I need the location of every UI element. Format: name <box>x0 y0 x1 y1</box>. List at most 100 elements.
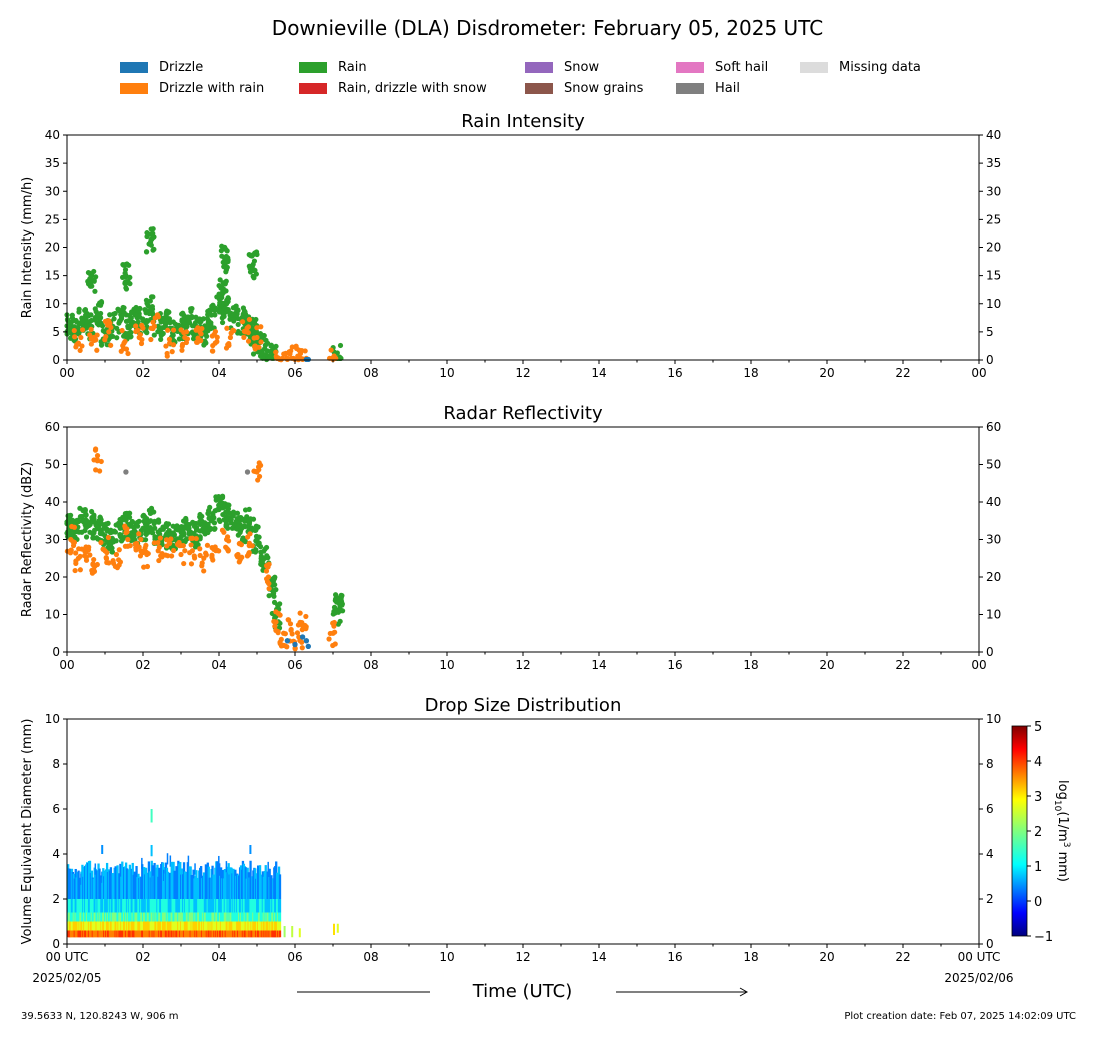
x-tick-label: 02 <box>135 950 150 964</box>
data-point <box>251 275 257 281</box>
data-point <box>145 302 151 309</box>
data-point <box>237 540 243 546</box>
data-point <box>140 525 146 531</box>
data-point <box>246 252 252 258</box>
data-point <box>188 542 194 548</box>
data-point <box>284 638 290 644</box>
data-point <box>163 533 169 539</box>
data-point <box>209 552 215 558</box>
data-point <box>271 576 277 582</box>
dsd-cell <box>278 874 282 899</box>
data-point <box>155 548 161 554</box>
data-point <box>164 537 170 543</box>
y-tick-label: 60 <box>986 420 1001 434</box>
data-point <box>79 318 85 324</box>
data-point <box>99 521 105 527</box>
data-point <box>303 638 309 644</box>
data-point <box>102 318 109 324</box>
data-point <box>72 567 78 574</box>
data-point <box>230 513 236 519</box>
data-point <box>144 233 150 240</box>
data-point <box>269 354 275 360</box>
x-tick-label: 22 <box>895 658 910 672</box>
data-point <box>200 526 206 532</box>
x-tick-label: 10 <box>439 658 454 672</box>
x-tick-label: 02 <box>135 658 150 672</box>
x-tick-label: 10 <box>439 950 454 964</box>
dsd-cell <box>218 855 220 868</box>
data-point <box>132 541 138 547</box>
data-point <box>277 356 283 363</box>
data-point <box>213 494 219 500</box>
data-point <box>201 342 207 348</box>
data-point <box>113 551 119 558</box>
plot-creation-date: Plot creation date: Feb 07, 2025 14:02:0… <box>844 1011 1076 1022</box>
data-point <box>250 329 256 335</box>
data-point <box>197 514 203 520</box>
y-tick-label: 20 <box>45 570 60 584</box>
data-point <box>77 514 84 520</box>
data-point <box>186 318 192 324</box>
data-point <box>166 336 173 342</box>
data-point <box>281 351 287 357</box>
y-tick-label: 2 <box>986 892 994 906</box>
data-point <box>201 521 207 528</box>
y-tick-label: 20 <box>986 241 1001 255</box>
data-point <box>71 327 77 334</box>
data-point <box>250 351 257 357</box>
y-tick-label: 30 <box>45 184 60 198</box>
data-point <box>212 544 218 550</box>
data-point <box>169 553 175 559</box>
y-tick-label: 5 <box>986 325 994 339</box>
data-point <box>144 230 150 236</box>
data-point <box>179 341 186 347</box>
data-point <box>143 542 149 548</box>
data-point <box>89 508 95 515</box>
data-point <box>268 349 274 355</box>
x-tick-label: 04 <box>211 366 226 380</box>
data-point <box>206 318 212 324</box>
data-point <box>164 353 170 359</box>
data-point <box>110 560 117 567</box>
data-point <box>133 520 140 527</box>
time-axis-text: Time (UTC) <box>472 981 573 1002</box>
data-point <box>91 334 97 341</box>
data-point <box>141 548 148 554</box>
data-point <box>138 536 144 542</box>
dsd-cell <box>150 845 153 857</box>
data-point <box>179 347 185 353</box>
data-point <box>297 610 303 616</box>
data-point <box>118 348 124 354</box>
data-point <box>122 514 128 520</box>
data-point <box>289 344 295 350</box>
data-point <box>250 261 256 267</box>
data-point <box>201 555 207 561</box>
data-point <box>277 612 283 618</box>
data-point <box>163 318 169 324</box>
data-point <box>340 608 346 614</box>
x-tick-label: 00 <box>971 366 986 380</box>
data-point <box>192 544 199 550</box>
x-tick-label: 22 <box>895 366 910 380</box>
data-point <box>328 347 334 353</box>
data-point <box>102 329 108 335</box>
data-point <box>107 312 113 318</box>
data-point <box>284 356 290 363</box>
data-point <box>137 314 143 320</box>
colorbar-tick-label: −1 <box>1034 930 1053 945</box>
data-point <box>251 320 258 326</box>
data-point <box>73 344 79 350</box>
data-point <box>246 540 252 546</box>
data-point <box>188 561 195 567</box>
data-point <box>300 634 306 640</box>
data-point <box>273 619 279 625</box>
data-point <box>88 326 94 333</box>
data-point <box>302 348 308 354</box>
legend: Drizzle Drizzle with rain Rain Rain, dri… <box>0 0 1095 110</box>
y-tick-label: 6 <box>986 802 994 816</box>
colorbar-label: log10(1/m3 mm) <box>1052 780 1071 882</box>
data-point <box>94 458 100 464</box>
data-point <box>273 627 279 634</box>
y-tick-label: 20 <box>45 241 60 255</box>
